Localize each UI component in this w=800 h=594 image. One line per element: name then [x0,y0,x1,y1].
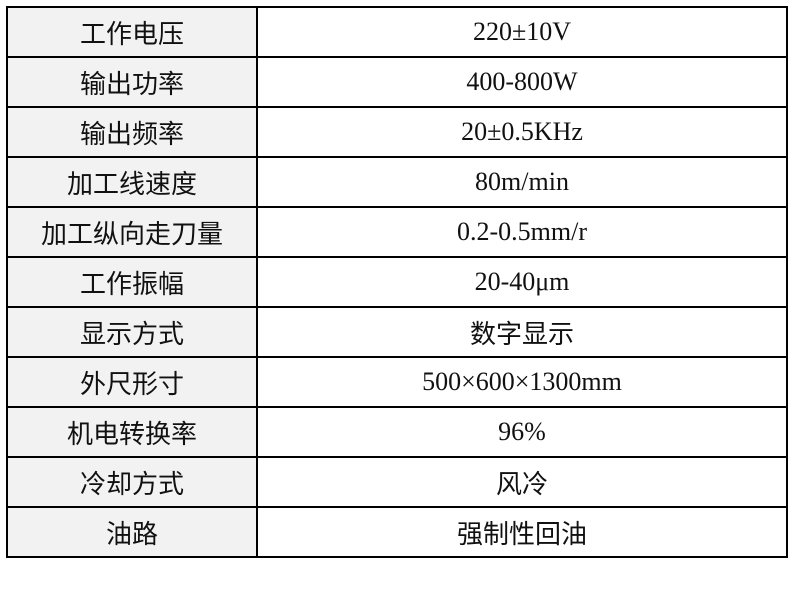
param-name: 冷却方式 [6,456,258,508]
table-row: 冷却方式 风冷 [6,456,788,508]
table-row: 外尺形寸 500×600×1300mm [6,356,788,408]
param-name: 输出功率 [6,56,258,108]
param-value: 96% [256,406,788,458]
param-value: 20±0.5KHz [256,106,788,158]
table-row: 油路 强制性回油 [6,506,788,558]
param-name: 外尺形寸 [6,356,258,408]
param-value: 80m/min [256,156,788,208]
table-row: 加工线速度 80m/min [6,156,788,208]
param-value: 0.2-0.5mm/r [256,206,788,258]
param-name: 油路 [6,506,258,558]
param-value: 数字显示 [256,306,788,358]
param-name: 机电转换率 [6,406,258,458]
table-row: 机电转换率 96% [6,406,788,458]
spec-table: 工作电压 220±10V 输出功率 400-800W 输出频率 20±0.5KHz 加工线速… [6,6,788,558]
param-name: 加工线速度 [6,156,258,208]
param-value: 风冷 [256,456,788,508]
param-value: 20-40μm [256,256,788,308]
param-name: 工作振幅 [6,256,258,308]
param-name: 输出频率 [6,106,258,158]
param-value: 400-800W [256,56,788,108]
table-row: 显示方式 数字显示 [6,306,788,358]
table-row: 输出频率 20±0.5KHz [6,106,788,158]
param-value: 220±10V [256,6,788,58]
table-row: 输出功率 400-800W [6,56,788,108]
table-body: 工作电压 220±10V 输出功率 400-800W 输出频率 20±0.5KHz 加工线速… [6,6,788,558]
param-value: 强制性回油 [256,506,788,558]
param-name: 显示方式 [6,306,258,358]
table-row: 工作电压 220±10V [6,6,788,58]
param-value: 500×600×1300mm [256,356,788,408]
param-name: 加工纵向走刀量 [6,206,258,258]
table-row: 工作振幅 20-40μm [6,256,788,308]
table-row: 加工纵向走刀量 0.2-0.5mm/r [6,206,788,258]
param-name: 工作电压 [6,6,258,58]
